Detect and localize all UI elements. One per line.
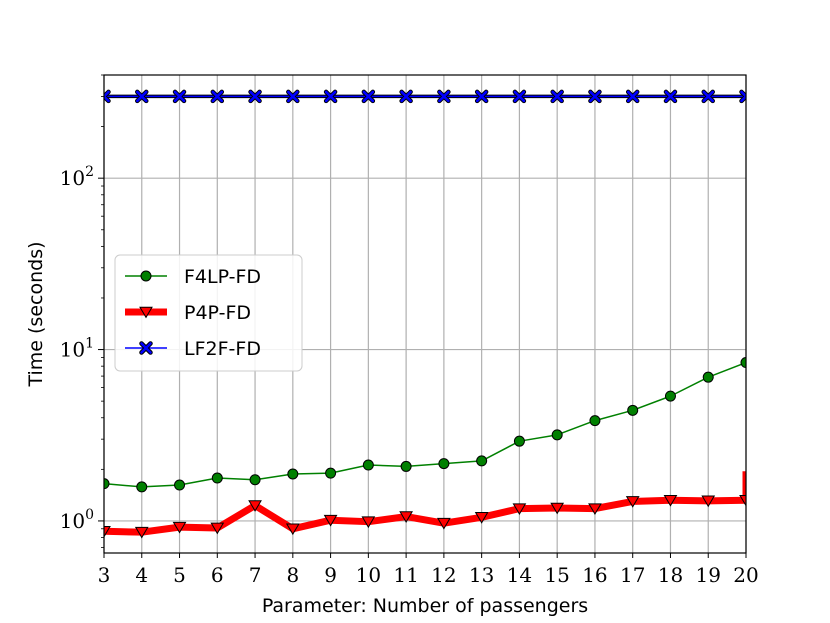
- data-point: [438, 458, 450, 470]
- x-tick-label: 7: [249, 563, 262, 587]
- data-point: [362, 459, 374, 471]
- data-point: [551, 429, 563, 441]
- data-point-inner: [173, 90, 186, 103]
- legend-marker: [139, 306, 153, 319]
- legend-box: [114, 254, 303, 372]
- y-axis-label: Time (seconds): [25, 241, 47, 387]
- data-point: [248, 500, 262, 512]
- x-tick-label: 6: [211, 563, 224, 587]
- x-tick-label: 3: [98, 563, 111, 587]
- x-tick-label: 12: [431, 563, 456, 587]
- data-point: [287, 468, 299, 480]
- data-point: [739, 494, 746, 507]
- data-point-inner: [249, 90, 261, 103]
- data-point: [476, 455, 488, 467]
- data-point: [625, 496, 640, 508]
- data-point-inner: [626, 90, 639, 103]
- series-line: [104, 361, 746, 488]
- x-tick-label: 11: [393, 563, 418, 587]
- plot-series: [104, 89, 746, 539]
- data-point: [174, 479, 186, 491]
- data-point: [249, 474, 261, 486]
- data-point-inner: [104, 90, 110, 103]
- data-point: [588, 503, 602, 516]
- data-point: [285, 523, 300, 536]
- data-point: [664, 390, 676, 402]
- data-point: [663, 494, 678, 507]
- data-point: [323, 514, 338, 527]
- x-tick-label: 13: [469, 563, 494, 587]
- data-point: [589, 415, 601, 427]
- data-point-inner: [362, 90, 375, 103]
- y-tick-label: 102: [60, 164, 94, 190]
- data-point: [399, 511, 413, 523]
- data-point: [474, 512, 489, 524]
- x-tick-label: 14: [507, 563, 532, 587]
- data-point: [210, 522, 225, 535]
- x-tick-label: 16: [582, 563, 607, 587]
- x-tick-label: 19: [696, 563, 721, 587]
- data-point: [104, 526, 111, 538]
- data-point: [701, 495, 716, 508]
- plot-area-frame: [103, 74, 747, 554]
- data-point-inner: [438, 90, 450, 103]
- data-point-inner: [740, 90, 746, 103]
- data-point-inner: [551, 90, 563, 103]
- data-point-inner: [589, 90, 601, 103]
- data-point-inner: [287, 90, 299, 103]
- data-point: [437, 517, 451, 530]
- data-point: [702, 371, 714, 383]
- legend-label: F4LP-FD: [184, 266, 261, 288]
- data-point: [172, 521, 187, 534]
- data-point: [211, 472, 223, 484]
- x-tick-label: 5: [173, 563, 186, 587]
- series-lf2f-fd: [104, 89, 746, 104]
- x-tick-label: 10: [356, 563, 381, 587]
- x-tick-label: 20: [733, 563, 758, 587]
- x-tick-label: 17: [620, 563, 645, 587]
- legend: F4LP-FD P4P-FD LF2F-FD: [114, 254, 303, 372]
- data-point-inner: [400, 90, 412, 103]
- legend-label: LF2F-FD: [184, 338, 261, 360]
- series-f4lp-fd: [104, 357, 746, 493]
- x-tick-label: 8: [286, 563, 299, 587]
- series-line: [104, 471, 746, 536]
- data-point: [134, 526, 149, 539]
- data-point-inner: [135, 90, 148, 103]
- data-point: [104, 478, 110, 490]
- data-point-inner: [211, 90, 224, 103]
- data-point: [740, 357, 746, 369]
- data-point-inner: [513, 90, 526, 103]
- data-point-inner: [475, 90, 488, 103]
- data-point: [361, 516, 376, 529]
- data-point-inner: [702, 90, 715, 103]
- data-point: [325, 467, 337, 479]
- x-tick-label: 15: [544, 563, 569, 587]
- legend-label: P4P-FD: [184, 302, 251, 324]
- series-p4p-fd: [104, 471, 746, 539]
- x-tick-label: 18: [658, 563, 683, 587]
- x-tick-label: 4: [135, 563, 148, 587]
- legend-marker-inner: [140, 342, 152, 354]
- x-axis-label: Parameter: Number of passengers: [262, 595, 588, 617]
- data-point: [550, 502, 565, 515]
- x-tick-label: 9: [324, 563, 337, 587]
- data-point: [136, 481, 148, 493]
- data-point: [627, 404, 639, 416]
- legend-marker: [140, 270, 152, 282]
- y-tick-label: 101: [60, 336, 94, 362]
- data-point: [513, 435, 525, 447]
- data-point: [512, 503, 527, 516]
- y-tick-label: 100: [60, 507, 94, 533]
- data-point: [400, 460, 412, 472]
- data-point-inner: [664, 90, 677, 103]
- data-point-inner: [324, 90, 337, 103]
